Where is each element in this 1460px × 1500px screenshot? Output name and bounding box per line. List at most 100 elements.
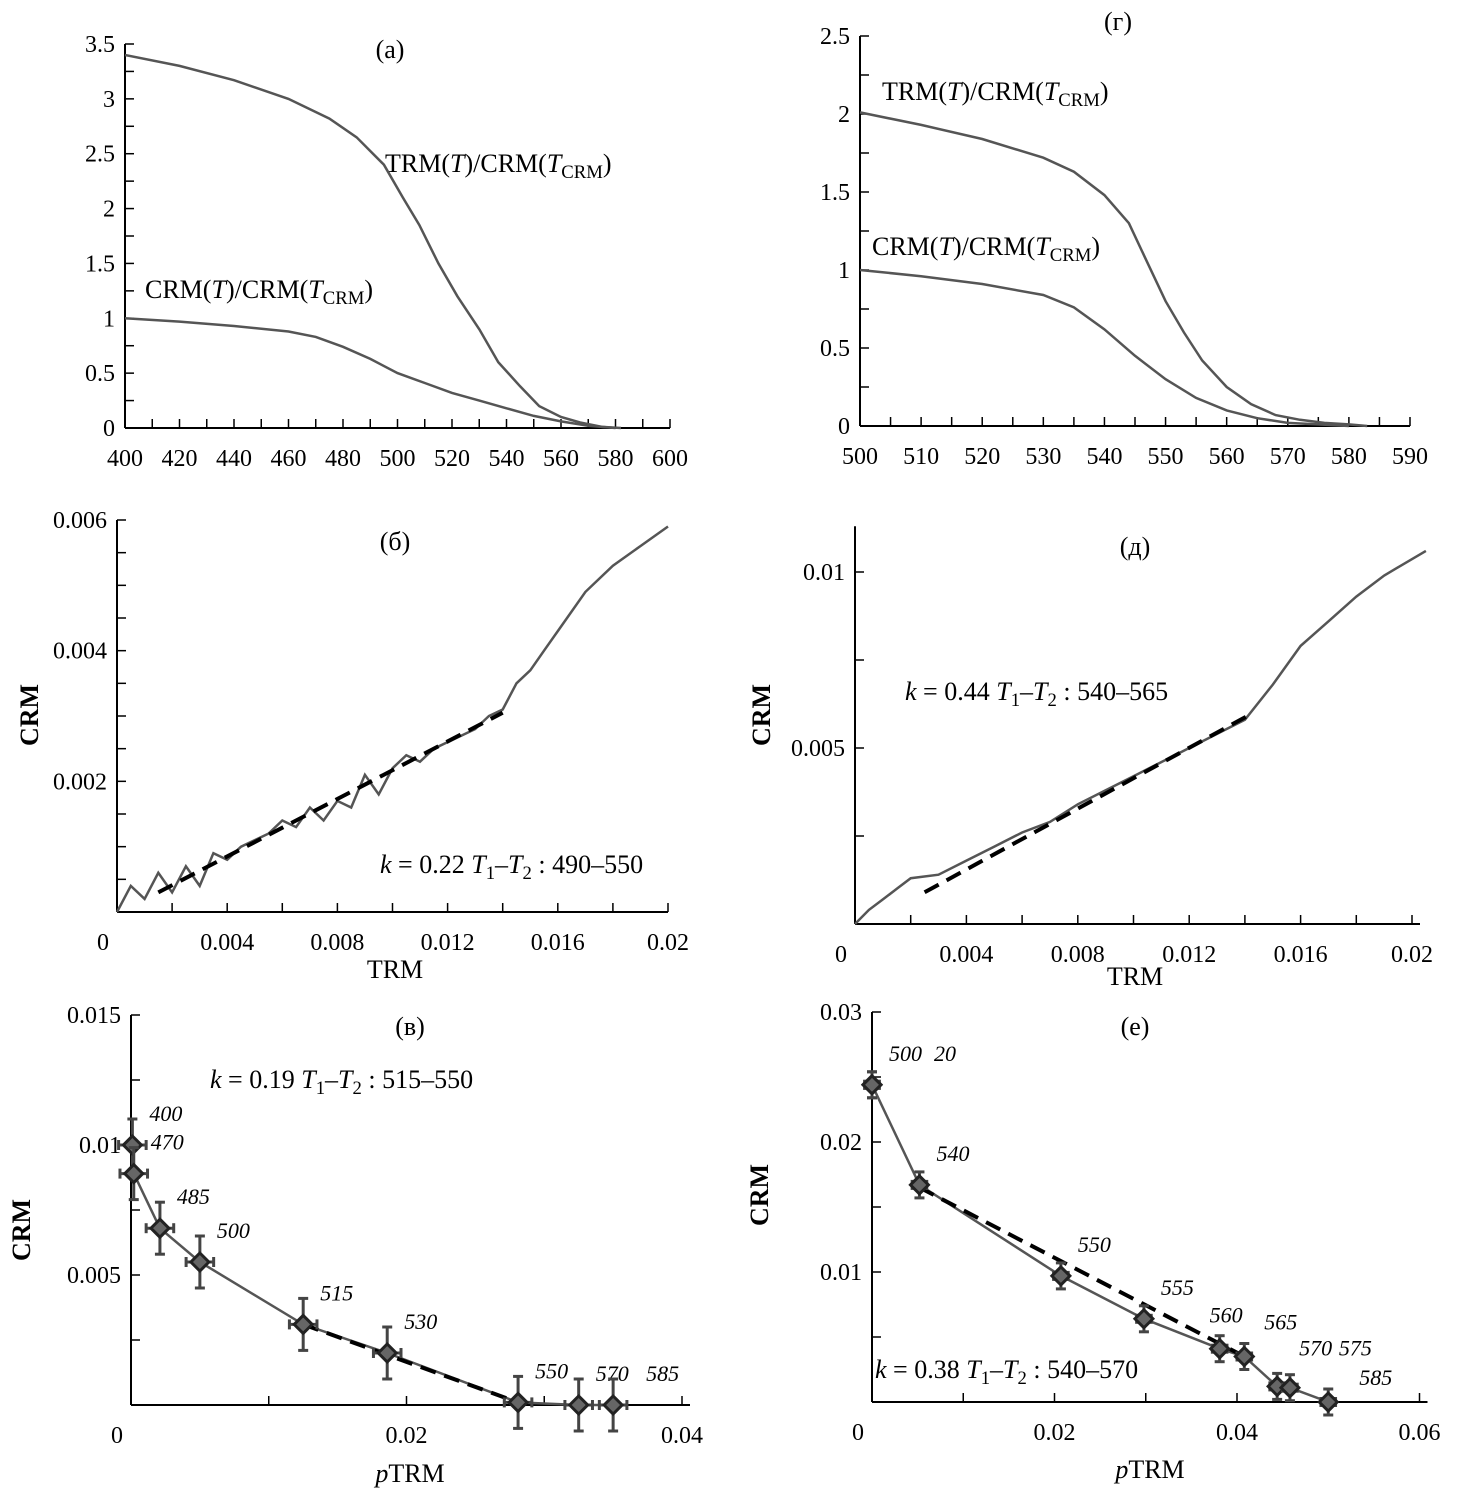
- panel-e: 0 0.02 0.04 0.06 0.01 0.02 0.03 (е) pTRM CRM k = 0…: [745, 1000, 1441, 1484]
- point-label: 485: [177, 1184, 210, 1209]
- diamond-marker: [506, 1391, 530, 1414]
- y-tick-label: 2: [103, 197, 115, 223]
- point-label: 20: [934, 1041, 956, 1066]
- data-point: [1049, 1261, 1073, 1291]
- x-tick-label: 580: [598, 446, 634, 472]
- y-tick-label: 0.002: [53, 769, 107, 795]
- series-line: [859, 268, 1349, 428]
- series-label: CRM(T)/CRM(TCRM): [872, 232, 1100, 266]
- x-tick-label: 0: [97, 930, 109, 956]
- x-tick-label: 0.016: [1274, 942, 1328, 968]
- series-line: [859, 111, 1368, 428]
- y-axis-label: CRM: [15, 684, 44, 746]
- point-label: 515: [320, 1280, 353, 1305]
- panel-v: 0 0.02 0.04 0.005 0.01 0.015 (в) pTRM CRM k = 0.1…: [7, 1003, 703, 1488]
- x-tick-label: 560: [1209, 444, 1245, 470]
- x-tick-label: 0.004: [939, 942, 993, 968]
- x-axis-label: TRM: [1107, 962, 1163, 991]
- x-tick-label: 560: [543, 446, 579, 472]
- data-point: [184, 1234, 216, 1290]
- y-tick-label: 1.5: [85, 251, 115, 277]
- y-axis-label: CRM: [747, 684, 776, 746]
- point-label: 585: [1359, 1365, 1392, 1390]
- diamond-marker: [292, 1313, 315, 1336]
- diamond-marker: [908, 1173, 931, 1197]
- x-tick-label: 440: [216, 446, 252, 472]
- data-point: [1208, 1334, 1231, 1364]
- diamond-marker: [1233, 1345, 1256, 1368]
- y-tick-label: 0: [838, 414, 850, 440]
- point-label: 550: [535, 1358, 568, 1383]
- point-label: 575: [1339, 1336, 1372, 1361]
- x-axis-label: TRM: [367, 955, 423, 984]
- y-tick-label: 0.004: [53, 639, 107, 665]
- x-tick-label: 520: [964, 444, 1000, 470]
- series-label: TRM(T)/CRM(TCRM): [882, 77, 1109, 111]
- data-point: [502, 1374, 534, 1430]
- x-tick-label: 0.012: [421, 930, 475, 956]
- y-tick-label: 0.005: [791, 736, 845, 762]
- panel-a: 400 420 440 460 480 500 520 540 560 580 600 0 0.5 1 1.…: [85, 32, 688, 472]
- fit-annotation: k = 0.44 T1–T2 : 540–565: [905, 677, 1168, 711]
- panel-d: 0 0.004 0.008 0.012 0.016 0.02 0.005 0.01 (д) TRM…: [747, 526, 1433, 991]
- x-tick-label: 500: [380, 446, 416, 472]
- data-point: [1233, 1342, 1256, 1371]
- y-tick-label: 3: [103, 87, 115, 113]
- data-point: [860, 1070, 884, 1100]
- series-line: [115, 525, 669, 913]
- y-axis-label: CRM: [7, 1199, 36, 1261]
- x-axis-label: pTRM: [373, 1459, 444, 1488]
- panel-title: (а): [376, 35, 405, 64]
- x-tick-label: 0: [852, 1420, 864, 1446]
- x-axis-label: pTRM: [1113, 1455, 1184, 1484]
- point-label: 565: [1264, 1310, 1297, 1335]
- x-tick-label: 0.004: [200, 930, 254, 956]
- y-tick-label: 2.5: [85, 142, 115, 168]
- series-line: [854, 549, 1427, 925]
- x-tick-label: 400: [107, 446, 143, 472]
- x-tick-label: 480: [325, 446, 361, 472]
- point-label: 585: [646, 1361, 679, 1386]
- y-tick-label: 2.5: [820, 24, 850, 50]
- x-tick-label: 0.012: [1162, 942, 1216, 968]
- x-tick-label: 0.008: [310, 930, 364, 956]
- diamond-marker: [1208, 1337, 1231, 1360]
- point-label: 500: [217, 1218, 250, 1243]
- x-tick-label: 0.008: [1051, 942, 1105, 968]
- point-label: 540: [936, 1141, 969, 1166]
- y-tick-label: 0.01: [803, 560, 845, 586]
- y-tick-label: 0.01: [820, 1260, 862, 1286]
- panel-g: 500 510 520 530 540 550 560 570 580 590 0 0.5 1 1.5 2 2…: [820, 7, 1428, 470]
- y-tick-label: 3.5: [85, 32, 115, 58]
- x-tick-label: 520: [434, 446, 470, 472]
- y-tick-label: 0.02: [820, 1130, 862, 1156]
- point-label: 530: [404, 1309, 437, 1334]
- data-point: [1317, 1387, 1340, 1417]
- x-tick-label: 540: [489, 446, 525, 472]
- diamond-marker: [602, 1393, 625, 1417]
- fit-line: [918, 1185, 1246, 1359]
- panel-title: (б): [380, 527, 411, 556]
- x-tick-label: 500: [842, 444, 878, 470]
- diamond-marker: [1317, 1390, 1340, 1414]
- point-label: 470: [151, 1130, 184, 1155]
- fit-line: [302, 1322, 519, 1405]
- point-label: 400: [149, 1101, 182, 1126]
- x-tick-label: 0.016: [531, 930, 585, 956]
- series-label: CRM(T)/CRM(TCRM): [145, 275, 373, 309]
- point-label: 570: [1299, 1335, 1332, 1360]
- diamond-marker: [148, 1217, 172, 1240]
- data-point: [1278, 1373, 1302, 1403]
- y-tick-label: 0.5: [820, 336, 850, 362]
- panel-title: (в): [395, 1012, 425, 1041]
- panel-title: (д): [1120, 532, 1151, 561]
- x-tick-label: 0.02: [1034, 1420, 1076, 1446]
- panel-title: (е): [1121, 1012, 1150, 1041]
- diamond-marker: [1132, 1307, 1156, 1330]
- diamond-marker: [567, 1393, 590, 1417]
- series-line: [124, 317, 616, 430]
- fit-annotation: k = 0.22 T1–T2 : 490–550: [380, 850, 643, 884]
- data-point: [144, 1200, 176, 1256]
- y-tick-label: 1: [103, 306, 115, 332]
